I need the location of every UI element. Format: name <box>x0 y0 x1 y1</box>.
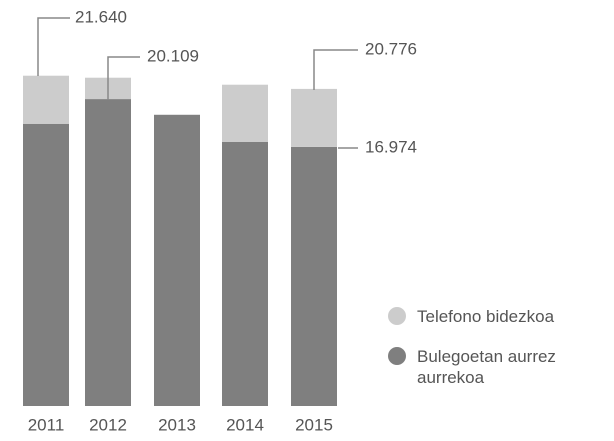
annotation: 21.640 <box>75 7 127 26</box>
annotation: 16.974 <box>365 137 417 156</box>
bar-segment <box>291 88 337 147</box>
legend-label: Bulegoetan aurrez aurrekoa <box>417 347 556 387</box>
annotation: 20.776 <box>365 39 417 58</box>
legend-marker <box>388 347 406 365</box>
legend-marker <box>388 307 406 325</box>
bar-segment <box>23 123 69 406</box>
bar-segment <box>291 146 337 406</box>
bar-segment <box>222 141 268 406</box>
bar-segment <box>85 99 131 407</box>
annotation-line <box>107 56 140 100</box>
annotation-line <box>313 49 358 90</box>
legend-label: Telefono bidezkoa <box>417 307 555 326</box>
annotation: 20.109 <box>147 46 199 65</box>
bar-segment <box>154 114 200 407</box>
bar-segment <box>23 75 69 124</box>
bar-segment <box>222 84 268 142</box>
x-tick-label: 2011 <box>28 415 65 434</box>
x-tick-label: 2014 <box>226 415 264 434</box>
annotation-line <box>37 17 70 76</box>
x-tick-label: 2015 <box>295 415 333 434</box>
x-tick-label: 2013 <box>158 415 196 434</box>
x-tick-label: 2012 <box>89 415 127 434</box>
